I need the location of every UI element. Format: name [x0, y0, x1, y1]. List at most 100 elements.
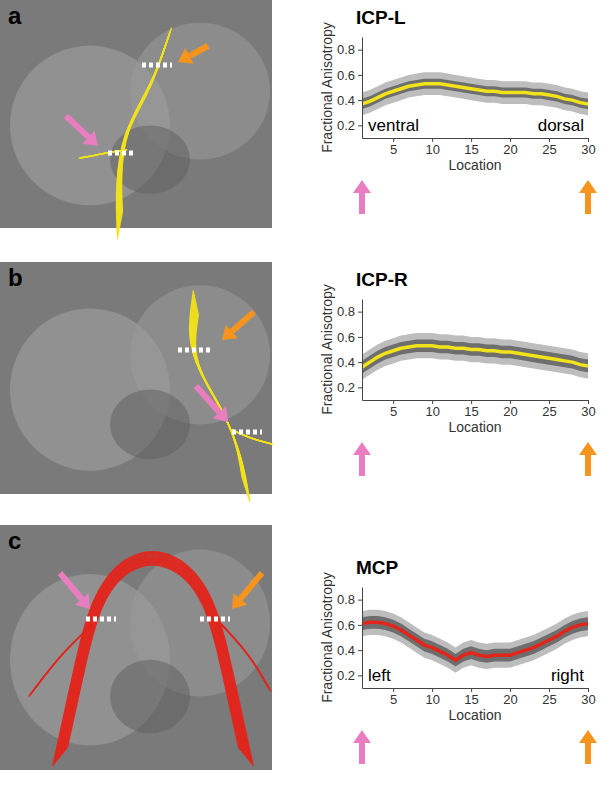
x-tick-label: 10 [425, 404, 439, 419]
fiber-tract [31, 627, 90, 694]
y-tick-label: 0.2 [337, 668, 355, 683]
x-tick: 25 [542, 688, 556, 707]
fiber-tract [30, 626, 91, 695]
arrow-shaft [189, 46, 208, 56]
chart: bICP-R0.20.40.60.851015202530LocationFra… [8, 264, 597, 476]
fiber-tract [117, 30, 171, 237]
arrow-head [222, 325, 238, 340]
x-axis-title: Location [449, 707, 502, 723]
x-tick-label: 30 [581, 404, 595, 419]
fiber-tract [30, 625, 93, 696]
y-tick-label: 0.6 [337, 618, 355, 633]
y-tick-mark [358, 100, 362, 101]
y-tick: 0.8 [337, 42, 362, 57]
fiber-tract [231, 429, 273, 444]
fiber-tract [195, 314, 242, 479]
outer-band [362, 333, 588, 380]
arrow-head [579, 730, 597, 743]
x-tick: 10 [425, 138, 439, 157]
y-axis-line [362, 300, 363, 401]
y-tick: 0.2 [337, 668, 362, 683]
arrow-head [75, 593, 90, 609]
outer-band [362, 610, 588, 673]
inner-band [362, 79, 588, 109]
x-tick-label: 25 [542, 404, 556, 419]
y-tick: 0.4 [337, 643, 362, 658]
mean-line [362, 346, 588, 367]
x-tick: 10 [425, 688, 439, 707]
y-tick-label: 0.4 [337, 93, 355, 108]
y-axis-line [362, 38, 363, 139]
x-tick-label: 10 [425, 692, 439, 707]
inner-band [362, 616, 588, 667]
x-tick: 30 [581, 400, 595, 419]
fiber-tract [55, 554, 251, 763]
arrow-shaft [196, 386, 219, 412]
y-tick-mark [358, 600, 362, 601]
y-tick-label: 0.8 [337, 592, 355, 607]
fiber-tract [66, 564, 240, 749]
arrow-head [232, 593, 247, 609]
x-axis-line [363, 400, 589, 401]
mri-image [0, 262, 273, 502]
x-axis-line [363, 138, 589, 139]
y-tick: 0.2 [337, 118, 362, 133]
chart: cMCP0.20.40.60.851015202530LocationFract… [8, 527, 597, 764]
outer-band [362, 72, 588, 115]
arrow-head [178, 48, 194, 64]
arrow-shaft [60, 573, 82, 599]
y-tick-label: 0.4 [337, 643, 355, 658]
fiber-tract [222, 625, 269, 689]
x-tick-label: 15 [464, 404, 478, 419]
x-tick: 10 [425, 400, 439, 419]
y-tick: 0.8 [337, 304, 362, 319]
tissue [110, 390, 190, 460]
x-tick: 25 [542, 138, 556, 157]
x-tick-label: 5 [390, 142, 397, 157]
y-tick-mark [358, 75, 362, 76]
panel-letter: b [8, 264, 23, 291]
chart-title: MCP [356, 557, 399, 578]
arrow-head [82, 131, 98, 146]
y-tick: 0.8 [337, 592, 362, 607]
y-axis-title: Fractional Anisotropy [319, 22, 335, 153]
arrow-shaft [585, 193, 591, 214]
x-tick: 30 [581, 138, 595, 157]
plot-area [362, 72, 588, 115]
arrow-head [579, 180, 597, 193]
fiber-tract [59, 558, 246, 758]
x-tick: 25 [542, 400, 556, 419]
y-tick: 0.6 [337, 68, 362, 83]
plot-area [362, 610, 588, 673]
fiber-tract [29, 624, 94, 697]
y-tick-label: 0.6 [337, 68, 355, 83]
y-tick-mark [358, 125, 362, 126]
fiber-tract [116, 28, 171, 240]
y-tick-mark [358, 362, 362, 363]
y-axis-title: Fractional Anisotropy [319, 572, 335, 703]
x-tick-label: 25 [542, 692, 556, 707]
x-tick-label: 5 [390, 692, 397, 707]
x-axis-title: Location [449, 157, 502, 173]
x-tick-label: 10 [425, 142, 439, 157]
arrow-shaft [359, 743, 365, 764]
x-tick-label: 25 [542, 142, 556, 157]
annotation: left [368, 666, 391, 685]
x-tick-label: 15 [464, 142, 478, 157]
y-axis: 0.2 0.4 0.6 0.8 [337, 588, 363, 689]
y-axis: 0.2 0.4 0.6 0.8 [337, 38, 363, 139]
fiber-tract [64, 562, 242, 752]
image-background [0, 0, 272, 228]
sample-marker [86, 617, 116, 622]
y-tick: 0.6 [337, 330, 362, 345]
chart: aICP-L0.20.40.60.851015202530LocationFra… [8, 2, 597, 214]
arrow-head [353, 730, 371, 743]
x-axis: 51015202530 [363, 138, 596, 157]
arrow-shaft [359, 455, 365, 476]
y-tick: 0.2 [337, 380, 362, 395]
image-background [0, 525, 272, 770]
sample-marker [142, 63, 172, 68]
arrow-head [353, 442, 371, 455]
arrow-shaft [66, 116, 89, 137]
fiber-tract [62, 560, 245, 755]
